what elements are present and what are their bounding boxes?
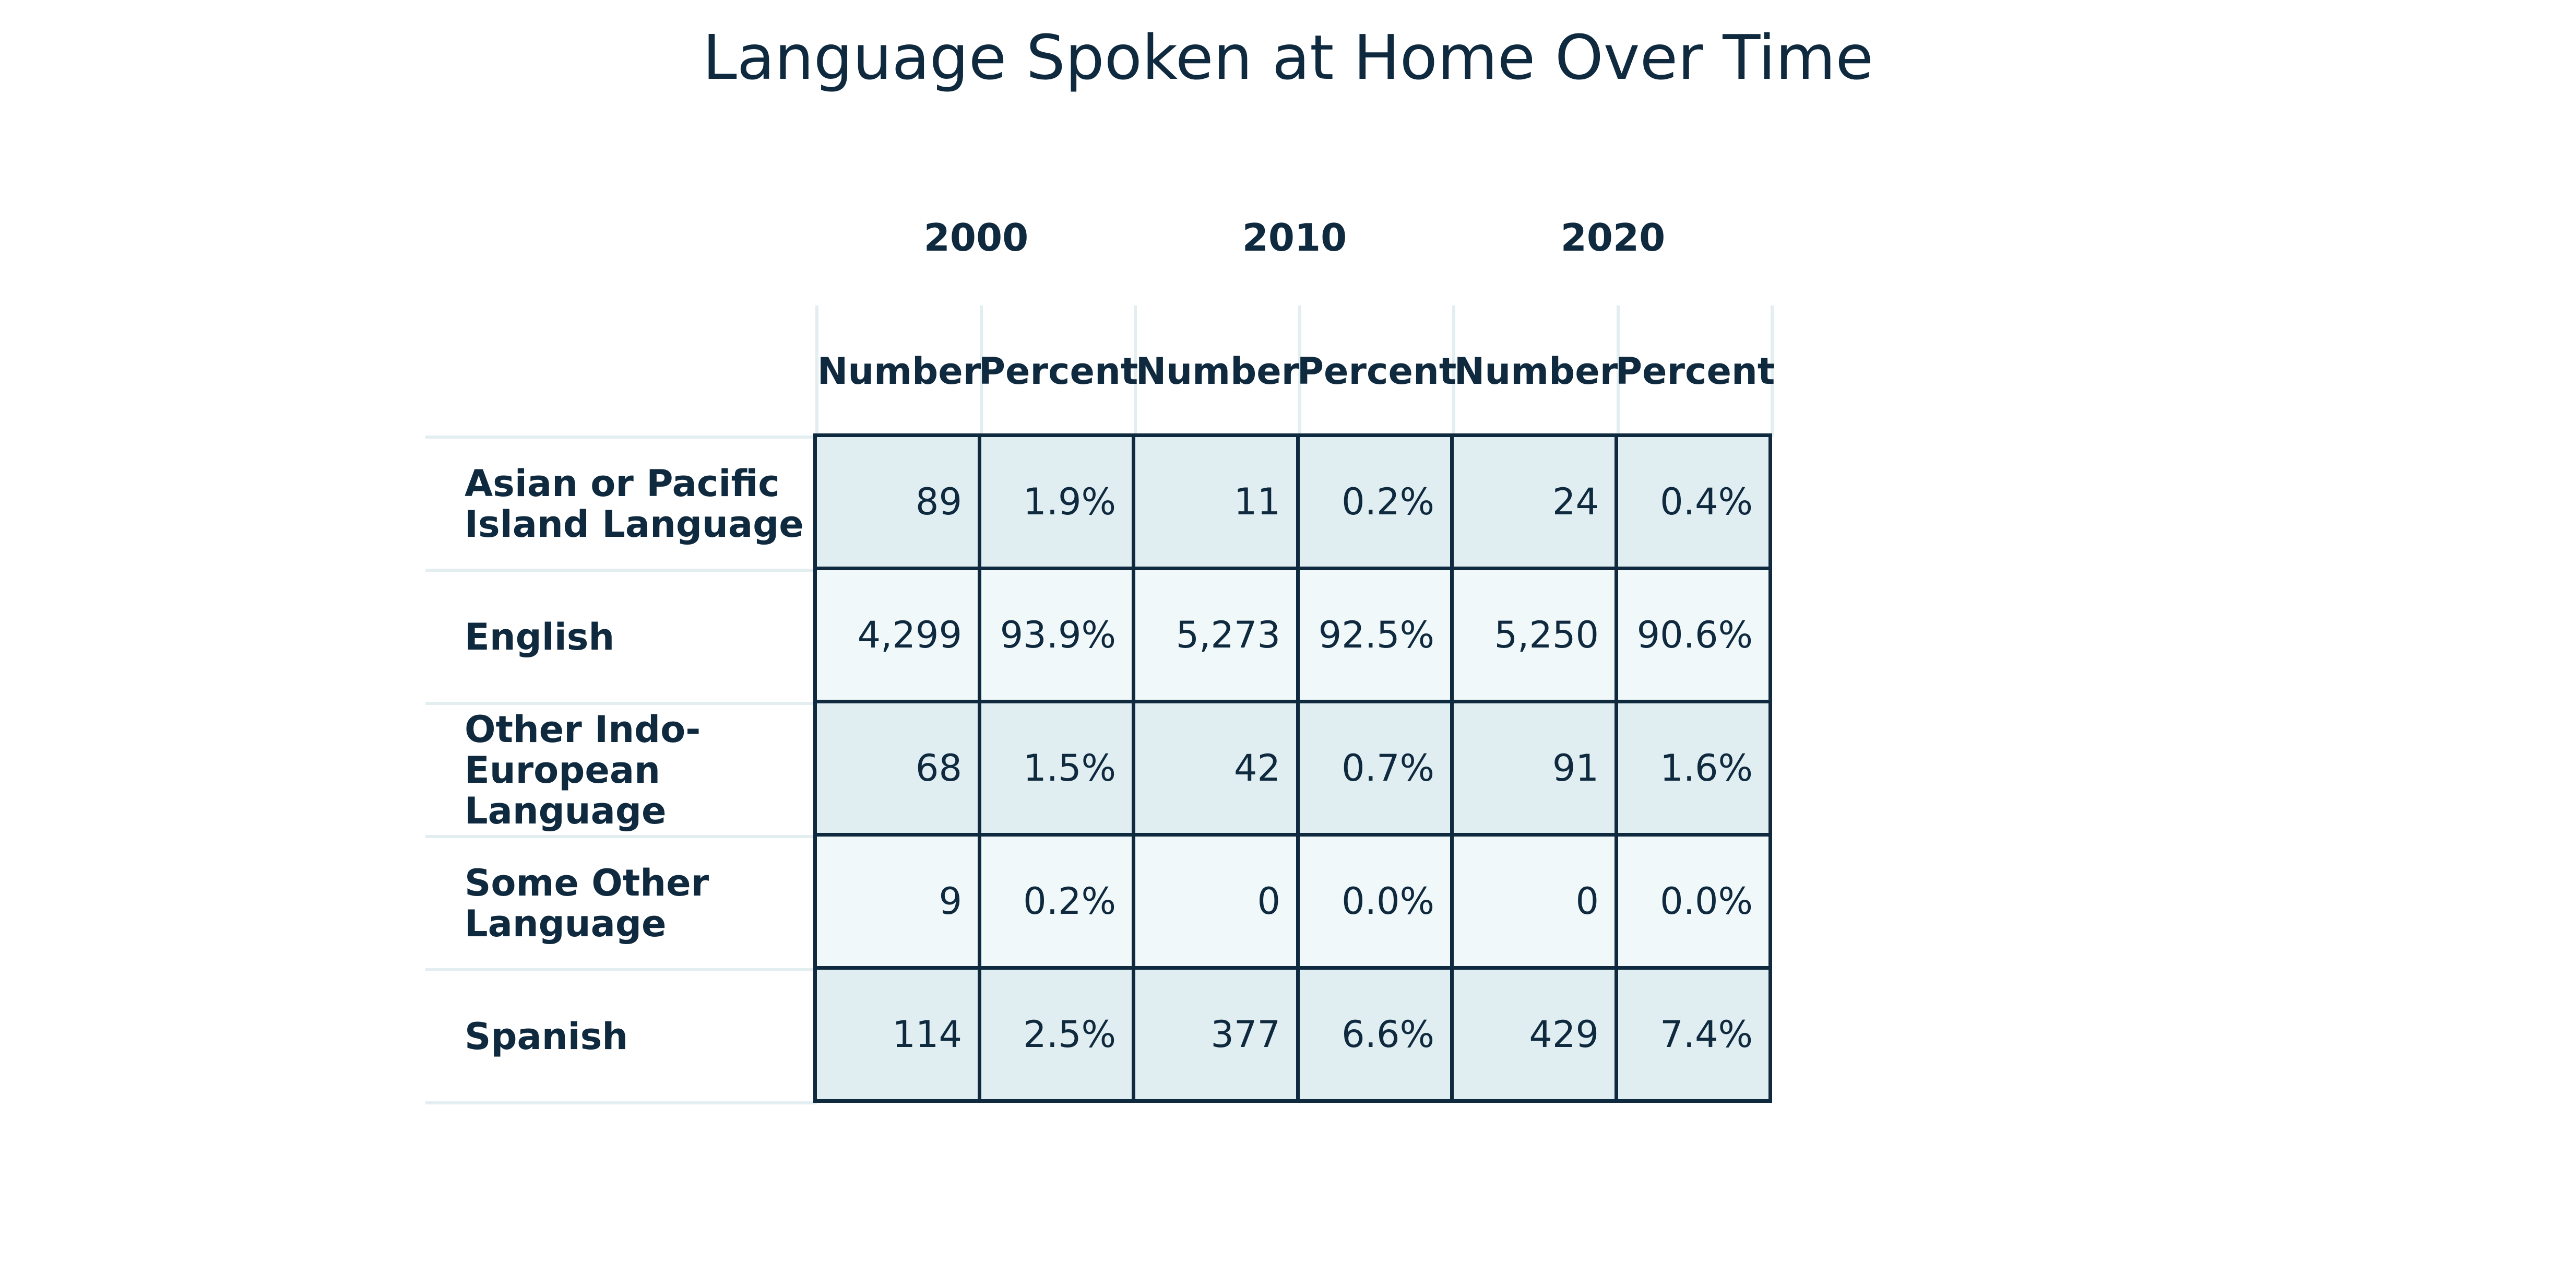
year-header-2010: 2010	[1242, 216, 1347, 260]
row-label-4: Spanish	[425, 970, 817, 1103]
table-cell: 0.0%	[1618, 837, 1772, 970]
table-cell: 0.2%	[981, 837, 1135, 970]
column-header-percent: Percent	[1297, 350, 1457, 393]
column-header-percent: Percent	[1615, 350, 1775, 393]
table-cell: 0	[1454, 837, 1618, 970]
table-cell: 90.6%	[1618, 570, 1772, 703]
table-cell: 377	[1135, 970, 1300, 1103]
subheader-divider	[1617, 305, 1620, 437]
table-cell: 9	[813, 837, 981, 970]
subheader-divider	[1134, 305, 1137, 437]
column-header-number: Number	[817, 350, 981, 393]
row-label-1: English	[425, 570, 817, 703]
table-cell: 24	[1454, 433, 1618, 570]
row-label-text: English	[465, 615, 615, 658]
column-header-number: Number	[1454, 350, 1618, 393]
table-cell: 0.0%	[1300, 837, 1454, 970]
table-cell: 5,250	[1454, 570, 1618, 703]
table-cell: 68	[813, 703, 981, 837]
year-header-2020: 2020	[1560, 216, 1666, 260]
table-cell: 4,299	[813, 570, 981, 703]
table-cell: 1.9%	[981, 433, 1135, 570]
subheader-divider	[980, 305, 983, 437]
table-cell: 6.6%	[1300, 970, 1454, 1103]
table-cell: 429	[1454, 970, 1618, 1103]
table-cell: 1.6%	[1618, 703, 1772, 837]
table-cell: 0	[1135, 837, 1300, 970]
table-cell: 93.9%	[981, 570, 1135, 703]
subheader-divider	[1298, 305, 1301, 437]
table-cell: 42	[1135, 703, 1300, 837]
row-label-text: Some Other Language	[465, 861, 709, 945]
table-cell: 2.5%	[981, 970, 1135, 1103]
row-label-0: Asian or Pacific Island Language	[425, 437, 817, 570]
table-cell: 91	[1454, 703, 1618, 837]
table-cell: 11	[1135, 433, 1300, 570]
table-cell: 114	[813, 970, 981, 1103]
table-cell: 1.5%	[981, 703, 1135, 837]
column-header-number: Number	[1135, 350, 1300, 393]
year-header-2000: 2000	[923, 216, 1029, 260]
column-header-percent: Percent	[978, 350, 1138, 393]
row-label-text: Asian or Pacific Island Language	[465, 462, 804, 546]
subheader-divider	[1771, 305, 1774, 437]
table-cell: 7.4%	[1618, 970, 1772, 1103]
table-cell: 92.5%	[1300, 570, 1454, 703]
subheader-divider	[1452, 305, 1455, 437]
row-label-3: Some Other Language	[425, 837, 817, 970]
row-separator	[425, 436, 817, 439]
table-cell: 0.7%	[1300, 703, 1454, 837]
row-label-2: Other Indo-European Language	[425, 703, 817, 837]
row-label-text: Other Indo-European Language	[465, 708, 701, 832]
table-cell: 0.4%	[1618, 433, 1772, 570]
row-separator	[425, 569, 817, 572]
row-separator	[425, 968, 817, 971]
row-separator	[425, 835, 817, 838]
table-cell: 89	[813, 433, 981, 570]
row-separator	[425, 702, 817, 705]
row-label-text: Spanish	[465, 1015, 628, 1058]
row-separator	[425, 1101, 817, 1104]
table-cell: 5,273	[1135, 570, 1300, 703]
table-title: Language Spoken at Home Over Time	[702, 21, 1874, 93]
subheader-divider	[815, 305, 818, 437]
table-cell: 0.2%	[1300, 433, 1454, 570]
